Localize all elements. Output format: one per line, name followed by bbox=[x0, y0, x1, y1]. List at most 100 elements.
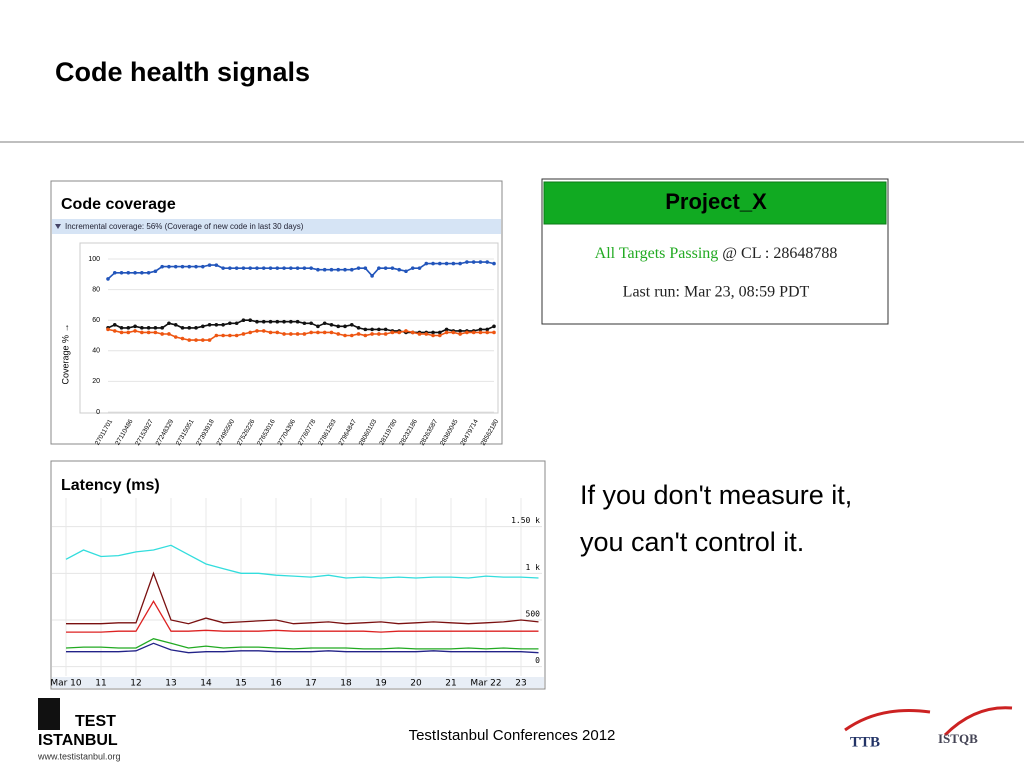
point bbox=[410, 330, 415, 335]
point bbox=[112, 322, 117, 327]
point bbox=[241, 318, 246, 323]
x-tick-label: 23 bbox=[515, 679, 526, 689]
point bbox=[370, 327, 374, 332]
x-tick-label: 18 bbox=[340, 679, 352, 689]
point bbox=[133, 329, 137, 333]
point bbox=[363, 327, 368, 332]
point bbox=[228, 266, 232, 270]
latency-x-band bbox=[52, 677, 544, 688]
point bbox=[316, 324, 320, 329]
point bbox=[194, 338, 198, 342]
y-tick-label: 0 bbox=[96, 409, 100, 416]
point bbox=[234, 321, 239, 326]
point bbox=[295, 319, 300, 324]
point bbox=[485, 327, 490, 332]
point bbox=[275, 319, 280, 324]
point bbox=[173, 322, 178, 327]
point bbox=[228, 321, 232, 326]
point bbox=[221, 333, 225, 338]
point bbox=[431, 330, 435, 335]
point bbox=[282, 319, 286, 324]
point bbox=[180, 326, 185, 330]
point bbox=[214, 322, 219, 327]
point bbox=[356, 266, 361, 270]
point bbox=[268, 266, 273, 270]
point bbox=[180, 336, 185, 341]
point bbox=[329, 322, 334, 327]
point bbox=[187, 264, 192, 269]
point bbox=[282, 332, 286, 336]
point bbox=[356, 326, 361, 330]
point bbox=[458, 329, 462, 333]
series-line bbox=[107, 328, 494, 341]
point bbox=[478, 260, 483, 264]
point bbox=[119, 270, 124, 275]
point bbox=[201, 324, 205, 329]
point bbox=[417, 266, 422, 270]
collapse-icon bbox=[55, 224, 61, 229]
point bbox=[383, 327, 388, 332]
series-line bbox=[66, 600, 539, 633]
point bbox=[112, 270, 117, 275]
point bbox=[153, 326, 158, 330]
series-line bbox=[66, 642, 539, 654]
point bbox=[133, 270, 137, 275]
point bbox=[160, 326, 164, 330]
point bbox=[289, 319, 293, 324]
point bbox=[146, 270, 151, 275]
point bbox=[140, 270, 144, 275]
point bbox=[295, 332, 300, 336]
point bbox=[255, 329, 259, 333]
y-tick-label: 40 bbox=[92, 348, 100, 355]
point bbox=[458, 261, 462, 266]
point bbox=[377, 266, 381, 270]
footer: TestIstanbul Conferences 2012 bbox=[409, 727, 616, 744]
point bbox=[261, 319, 266, 324]
x-tick-label: 12 bbox=[130, 679, 141, 689]
point bbox=[322, 321, 327, 326]
point bbox=[302, 332, 307, 336]
point bbox=[234, 266, 239, 270]
series-line bbox=[66, 571, 539, 625]
point bbox=[160, 264, 164, 269]
point bbox=[201, 338, 205, 342]
point bbox=[404, 329, 408, 333]
point bbox=[207, 263, 212, 267]
point bbox=[397, 267, 401, 272]
point bbox=[390, 330, 395, 335]
point bbox=[492, 324, 496, 329]
point bbox=[302, 321, 307, 326]
point bbox=[363, 333, 368, 338]
point bbox=[173, 335, 178, 339]
y-tick-label: 80 bbox=[92, 286, 100, 293]
logo-istanbul: ISTANBUL bbox=[38, 732, 118, 749]
point bbox=[329, 267, 334, 272]
point bbox=[133, 324, 137, 329]
logo-test: TEST bbox=[75, 713, 116, 730]
project-name: Project_X bbox=[665, 189, 767, 214]
point bbox=[187, 326, 192, 330]
point bbox=[363, 266, 368, 270]
point bbox=[377, 332, 381, 336]
point bbox=[349, 267, 354, 272]
point bbox=[173, 264, 178, 269]
point bbox=[431, 333, 435, 338]
point bbox=[261, 329, 266, 333]
x-tick-label: 15 bbox=[235, 679, 246, 689]
logo-mark bbox=[38, 698, 60, 730]
point bbox=[438, 330, 442, 335]
series-line bbox=[107, 319, 495, 334]
point bbox=[261, 266, 266, 270]
point bbox=[336, 332, 341, 336]
point bbox=[268, 319, 273, 324]
point bbox=[241, 332, 246, 336]
point bbox=[349, 322, 354, 327]
point bbox=[336, 267, 341, 272]
x-tick-label: 17 bbox=[305, 679, 316, 689]
y-tick-label: 100 bbox=[88, 256, 100, 263]
point bbox=[458, 332, 462, 336]
latency-title: Latency (ms) bbox=[61, 477, 160, 494]
point bbox=[322, 330, 327, 335]
point bbox=[275, 330, 280, 335]
point bbox=[309, 266, 313, 270]
